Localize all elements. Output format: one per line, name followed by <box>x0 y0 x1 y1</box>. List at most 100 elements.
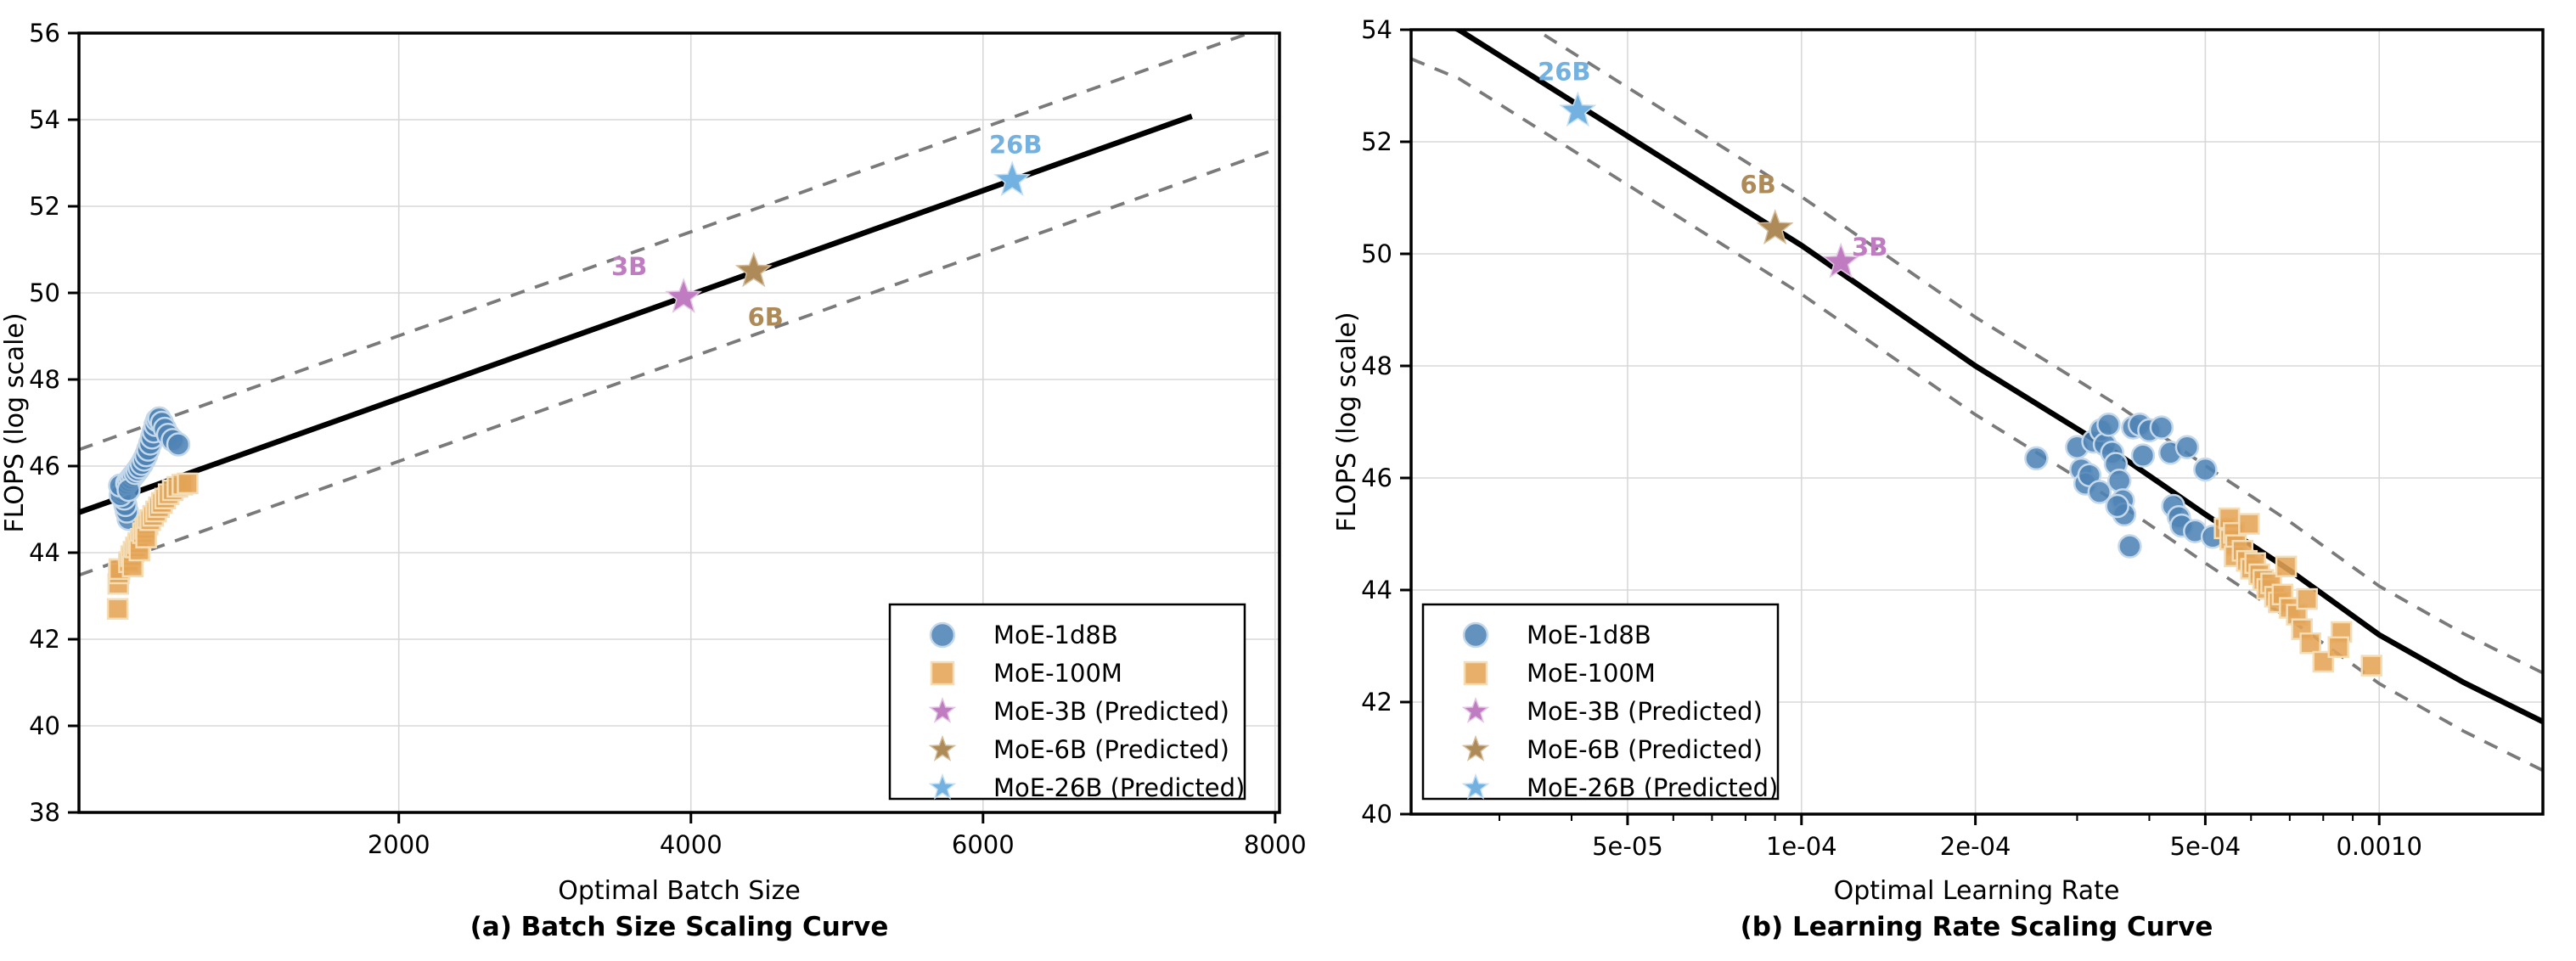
predicted-star-6B <box>734 251 773 288</box>
series-MoE-1d8B <box>108 406 191 531</box>
y-tick-label: 50 <box>29 278 60 307</box>
upper-confidence-band <box>79 33 1254 452</box>
axes-spines <box>77 31 1281 814</box>
chart-batch: 3B 6B 26B 2000 4000 6000 8000 38 40 42 44 46 48 50 52 5… <box>0 19 1307 859</box>
predicted-star-3B <box>665 277 703 313</box>
legend-lr: MoE-1d8B MoE-100M MoE-3B (Predicted) MoE-6B… <box>1421 603 1780 802</box>
star-label-26B: 26B <box>1538 58 1590 87</box>
y-tick-label: 48 <box>1361 351 1392 380</box>
marker-star <box>928 696 957 723</box>
y-tick-label: 56 <box>29 19 60 48</box>
marker-star <box>928 773 957 800</box>
caption-learning-rate: (b) Learning Rate Scaling Curve <box>1740 912 2213 942</box>
marker-star <box>1461 696 1490 723</box>
marker-square <box>1463 660 1488 686</box>
predicted-star-3B <box>1822 242 1860 278</box>
marker-circle <box>2087 480 2112 504</box>
marker-circle <box>1462 621 1489 649</box>
star-label-26B: 26B <box>989 130 1042 159</box>
marker-circle <box>2105 493 2129 519</box>
marker-circle <box>2149 415 2174 440</box>
legend-label: MoE-100M <box>1527 659 1656 688</box>
marker-square <box>2238 513 2260 535</box>
marker-circle <box>2096 413 2121 437</box>
marker-circle <box>2024 446 2049 471</box>
marker-circle <box>2106 469 2132 493</box>
y-tick-label: 46 <box>29 452 60 480</box>
y-tick-label: 46 <box>1361 464 1392 492</box>
marker-circle <box>2118 534 2142 559</box>
legend-label: MoE-1d8B <box>1527 621 1651 649</box>
legend-label: MoE-6B (Predicted) <box>1527 735 1763 764</box>
x-tick-label: 0.0010 <box>2336 832 2421 861</box>
marker-circle <box>2174 435 2200 459</box>
marker-star <box>1461 734 1490 761</box>
legend-label: MoE-3B (Predicted) <box>993 697 1229 726</box>
y-axis-label: FLOPS (log scale) <box>1332 312 1362 531</box>
marker-square <box>2299 632 2321 655</box>
marker-square <box>2327 636 2349 659</box>
y-tick-label: 54 <box>1361 15 1392 44</box>
y-tick-label: 44 <box>29 538 60 567</box>
y-tick-label: 40 <box>29 711 60 740</box>
series-MoE-1d8B <box>2024 413 2225 559</box>
legend-batch: MoE-1d8B MoE-100M MoE-3B (Predicted) MoE-6B… <box>888 603 1246 802</box>
star-label-6B: 6B <box>748 303 784 332</box>
marker-star <box>928 734 957 761</box>
legend-label: MoE-3B (Predicted) <box>1527 697 1763 726</box>
x-axis-label-batch-size: Optimal Batch Size <box>558 876 801 906</box>
marker-circle <box>2193 457 2218 482</box>
y-tick-label: 38 <box>29 798 60 827</box>
star-label-3B: 3B <box>611 252 647 281</box>
predicted-star-6B <box>1756 209 1794 245</box>
chart-lr: 26B 6B 3B 5e-05 1e-04 2e-04 5e-04 0.0010 40 42 44 4… <box>1332 15 2545 861</box>
x-axis-label-learning-rate: Optimal Learning Rate <box>1833 876 2120 906</box>
legend-label: MoE-100M <box>993 659 1122 688</box>
legend-label: MoE-26B (Predicted) <box>993 773 1245 802</box>
y-axis-label: FLOPS (log scale) <box>0 312 30 532</box>
series-MoE-100M <box>106 472 199 621</box>
x-tick-label: 8000 <box>1244 830 1307 859</box>
axes-spines <box>1409 28 2545 816</box>
y-tick-label: 42 <box>1361 688 1392 717</box>
predicted-star-26B <box>993 160 1032 197</box>
x-tick-label: 5e-04 <box>2170 832 2241 861</box>
marker-square <box>177 472 199 495</box>
lower-confidence-band <box>79 146 1280 577</box>
star-label-6B: 6B <box>1741 170 1776 199</box>
x-tick-label: 6000 <box>952 830 1015 859</box>
marker-square <box>2360 655 2382 677</box>
y-tick-label: 40 <box>1361 800 1392 829</box>
upper-confidence-band <box>1533 30 2543 675</box>
y-tick-label: 44 <box>1361 576 1392 604</box>
legend-label: MoE-26B (Predicted) <box>1527 773 1778 802</box>
legend-label: MoE-1d8B <box>993 621 1118 649</box>
star-label-3B: 3B <box>1852 233 1887 261</box>
marker-square <box>106 598 129 621</box>
x-tick-label: 4000 <box>660 830 723 859</box>
y-tick-label: 54 <box>29 105 60 134</box>
x-tick-label: 2e-04 <box>1940 832 2011 861</box>
x-tick-label: 5e-05 <box>1592 832 1663 861</box>
y-tick-label: 50 <box>1361 239 1392 268</box>
marker-circle <box>929 621 956 649</box>
predicted-star-26B <box>1559 91 1597 127</box>
y-tick-label: 42 <box>29 625 60 654</box>
series-MoE-100M <box>2213 507 2382 677</box>
marker-square <box>2275 555 2298 578</box>
marker-square <box>930 660 955 686</box>
marker-star <box>1461 773 1490 800</box>
caption-batch-size: (a) Batch Size Scaling Curve <box>470 912 889 942</box>
y-tick-label: 52 <box>1361 127 1392 156</box>
x-tick-label: 1e-04 <box>1766 832 1837 861</box>
legend-label: MoE-6B (Predicted) <box>993 735 1229 764</box>
marker-circle <box>166 432 191 457</box>
y-tick-label: 52 <box>29 192 60 221</box>
marker-circle <box>2130 443 2156 468</box>
y-tick-label: 48 <box>29 365 60 394</box>
marker-square <box>2296 587 2318 610</box>
x-tick-label: 2000 <box>368 830 430 859</box>
lower-confidence-band <box>1411 57 2543 773</box>
